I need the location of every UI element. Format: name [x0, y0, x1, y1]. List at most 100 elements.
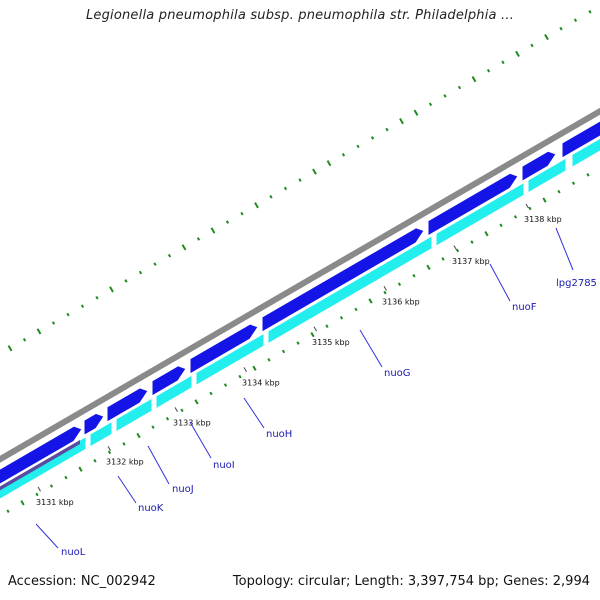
gc-skew-mark [486, 68, 491, 73]
forward-cds-nuoj[interactable] [106, 387, 149, 423]
reverse-cds-segment[interactable] [267, 234, 433, 345]
backbone-ring [0, 107, 600, 463]
gc-skew-mark [542, 197, 547, 203]
reverse-cds-overlap [0, 439, 80, 491]
gc-skew-mark [252, 365, 257, 371]
gc-skew-mark [93, 458, 97, 463]
gene-label-nuof[interactable]: nuoF [512, 302, 537, 313]
gc-skew-mark [254, 202, 259, 209]
kbp-tick-label: 3137 kbp [452, 257, 490, 266]
gene-label-nuol[interactable]: nuoL [61, 547, 86, 558]
gc-skew-mark [339, 315, 344, 320]
gc-skew-mark [194, 399, 199, 405]
reverse-strand-track [0, 115, 600, 500]
gc-skew-mark [325, 324, 329, 329]
gene-label-leader [555, 227, 574, 271]
gc-skew-mark [426, 264, 431, 270]
gc-skew-mark [51, 321, 56, 325]
forward-cds-nuoh[interactable] [189, 323, 259, 375]
gc-skew-mark [240, 211, 244, 216]
kbp-tick-label: 3134 kbp [242, 379, 280, 388]
gc-skew-mark [196, 237, 201, 241]
gc-skew-mark [588, 10, 592, 14]
gc-skew-mark [66, 312, 70, 317]
forward-cds-nuof[interactable] [427, 172, 519, 237]
gene-label-nuoh[interactable]: nuoH [266, 429, 292, 440]
reverse-cds-segment[interactable] [89, 420, 113, 448]
forward-cds-nuol[interactable] [0, 425, 83, 496]
gene-label-leader [117, 475, 137, 504]
gene-label-track: nuoL nuoK nuoJ nuoI nuoH nuoG nuoF lpg27… [35, 227, 597, 558]
gc-skew-mark [413, 109, 419, 116]
gc-skew-mark [122, 442, 126, 446]
gc-skew-outer-track [7, 10, 592, 352]
reverse-cds-segment[interactable] [527, 157, 567, 194]
gene-label-nuoi[interactable]: nuoI [213, 460, 235, 471]
reverse-cds-segment[interactable] [155, 374, 193, 410]
gc-skew-mark [80, 304, 85, 308]
reverse-cds-segment[interactable] [435, 181, 525, 248]
kbp-tick-label: 3136 kbp [382, 297, 420, 306]
gc-skew-mark [209, 391, 213, 396]
gene-label-leader [489, 263, 511, 302]
gc-skew-mark [586, 173, 590, 177]
map-title: Legionella pneumophila subsp. pneumophil… [85, 8, 515, 23]
gc-skew-mark [269, 195, 273, 199]
gc-skew-mark [167, 253, 172, 258]
kbp-tick-mark [243, 367, 247, 372]
gc-skew-mark [6, 509, 10, 514]
gc-skew-mark [124, 279, 128, 283]
gc-skew-mark [78, 466, 83, 472]
forward-cds-lpg2785[interactable] [561, 102, 600, 159]
gc-skew-mark [238, 374, 242, 379]
reverse-cds-segment[interactable] [115, 397, 153, 433]
genome-summary-text: Topology: circular; Length: 3,397,754 bp… [232, 574, 590, 589]
gene-label-leader [359, 329, 383, 368]
reverse-cds-segment[interactable] [195, 332, 265, 387]
gc-skew-mark [109, 286, 114, 293]
kbp-tick-mark [313, 326, 317, 332]
gc-skew-mark [528, 206, 532, 211]
gc-skew-mark [180, 408, 184, 413]
gc-skew-mark [471, 76, 477, 83]
gc-skew-mark [210, 227, 216, 234]
gc-skew-mark [557, 189, 561, 194]
forward-strand-track [0, 102, 600, 496]
reverse-cds-segment[interactable] [571, 115, 600, 169]
accession-text: Accession: NC_002942 [8, 574, 156, 589]
gc-skew-mark [499, 223, 503, 228]
forward-cds-nuog[interactable] [261, 227, 425, 333]
kbp-tick-mark [453, 245, 457, 251]
gc-skew-mark [20, 500, 25, 506]
gc-skew-mark [49, 484, 54, 488]
gc-skew-mark [501, 60, 505, 65]
forward-cds-nuok[interactable] [83, 412, 105, 437]
gc-skew-mark [455, 248, 460, 253]
gc-skew-mark [399, 118, 404, 125]
gc-skew-mark [223, 383, 228, 387]
gene-label-nuoj[interactable]: nuoJ [172, 484, 194, 495]
kbp-tick-mark [525, 203, 529, 209]
gc-skew-mark [513, 215, 518, 219]
forward-cds-nuoi[interactable] [151, 365, 187, 397]
gene-label-lpg2785[interactable]: lpg2785 [556, 278, 597, 289]
gc-skew-mark [298, 178, 302, 182]
gene-label-leader [35, 523, 59, 549]
kbp-tick-label: 3133 kbp [173, 419, 211, 428]
kbp-tick-label: 3131 kbp [36, 498, 74, 507]
gc-skew-inner-track [6, 173, 590, 514]
gc-skew-mark [368, 298, 373, 304]
kbp-tick-label: 3138 kbp [524, 215, 562, 224]
gc-skew-mark [283, 186, 288, 191]
gc-skew-mark [443, 94, 447, 98]
gene-label-nuog[interactable]: nuoG [384, 368, 411, 379]
gc-skew-mark [136, 432, 141, 439]
gc-skew-mark [354, 307, 358, 312]
forward-cds-nuoe[interactable] [521, 150, 557, 183]
gene-label-nuok[interactable]: nuoK [138, 503, 164, 514]
gc-skew-mark [165, 416, 170, 421]
gc-skew-mark [383, 290, 387, 295]
gc-skew-mark [530, 43, 534, 48]
gc-skew-mark [441, 257, 445, 261]
gc-skew-mark [457, 85, 462, 90]
